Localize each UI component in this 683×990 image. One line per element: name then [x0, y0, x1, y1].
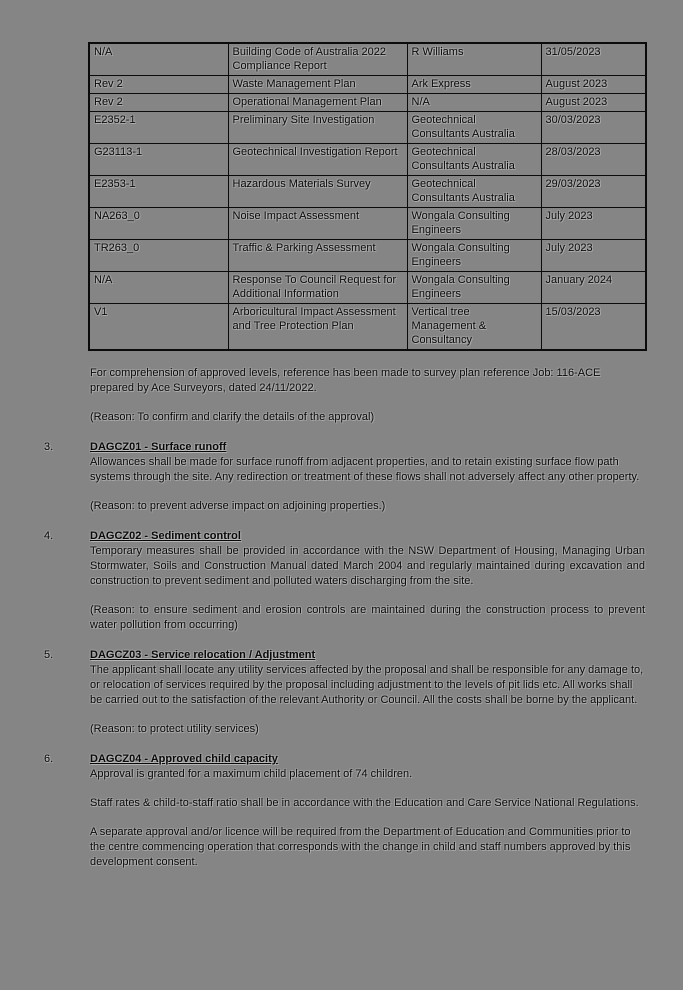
cell-date: August 2023 — [540, 75, 647, 94]
table-row: V1 Arboricultural Impact Assessment and … — [88, 303, 647, 351]
cell-date: January 2024 — [540, 271, 647, 304]
table-row: TR263_0 Traffic & Parking Assessment Won… — [88, 239, 647, 272]
cell-author: N/A — [406, 93, 542, 112]
condition-heading: DAGCZ01 - Surface runoff — [90, 441, 227, 453]
survey-reason-paragraph: (Reason: To confirm and clarify the deta… — [90, 411, 375, 423]
cell-title: Geotechnical Investigation Report — [227, 143, 408, 176]
condition-number: 4. — [44, 530, 54, 542]
cell-author: Geotechnical Consultants Australia — [406, 143, 542, 176]
cell-reference: TR263_0 — [88, 239, 229, 272]
table-row: E2352-1 Preliminary Site Investigation G… — [88, 111, 647, 144]
condition-reason: (Reason: to protect utility services) — [90, 723, 259, 735]
condition-reason: (Reason: to prevent adverse impact on ad… — [90, 500, 386, 512]
condition-body: Allowances shall be made for surface run… — [90, 456, 640, 483]
condition-number: 3. — [44, 441, 54, 453]
condition-number: 6. — [44, 753, 54, 765]
cell-reference: N/A — [88, 42, 229, 76]
condition-5: 5. DAGCZ03 - Service relocation / Adjust… — [44, 648, 645, 737]
cell-title: Building Code of Australia 2022 Complian… — [227, 42, 408, 76]
condition-body: A separate approval and/or licence will … — [90, 826, 631, 868]
condition-body: Approval is granted for a maximum child … — [90, 768, 413, 780]
table-row: G23113-1 Geotechnical Investigation Repo… — [88, 143, 647, 176]
table-row: N/A Response To Council Request for Addi… — [88, 271, 647, 304]
cell-date: 28/03/2023 — [540, 143, 647, 176]
table-row: Rev 2 Operational Management Plan N/A Au… — [88, 93, 647, 112]
condition-heading: DAGCZ02 - Sediment control — [90, 530, 241, 542]
table-row: E2353-1 Hazardous Materials Survey Geote… — [88, 175, 647, 208]
cell-title: Noise Impact Assessment — [227, 207, 408, 240]
cell-reference: V1 — [88, 303, 229, 351]
cell-reference: Rev 2 — [88, 93, 229, 112]
condition-number: 5. — [44, 649, 54, 661]
table-row: Rev 2 Waste Management Plan Ark Express … — [88, 75, 647, 94]
survey-note-paragraph: For comprehension of approved levels, re… — [90, 367, 601, 394]
cell-reference: E2352-1 — [88, 111, 229, 144]
cell-title: Traffic & Parking Assessment — [227, 239, 408, 272]
cell-author: Ark Express — [406, 75, 542, 94]
cell-author: R Williams — [406, 42, 542, 76]
referenced-documents-table: N/A Building Code of Australia 2022 Comp… — [88, 42, 647, 351]
condition-body: The applicant shall locate any utility s… — [90, 664, 644, 706]
cell-author: Wongala Consulting Engineers — [406, 239, 542, 272]
cell-date: 15/03/2023 — [540, 303, 647, 351]
cell-reference: N/A — [88, 271, 229, 304]
cell-title: Arboricultural Impact Assessment and Tre… — [227, 303, 408, 351]
cell-title: Response To Council Request for Addition… — [227, 271, 408, 304]
condition-heading: DAGCZ04 - Approved child capacity — [90, 753, 278, 765]
cell-date: August 2023 — [540, 93, 647, 112]
cell-date: 29/03/2023 — [540, 175, 647, 208]
condition-body: Staff rates & child-to-staff ratio shall… — [90, 797, 639, 809]
cell-author: Geotechnical Consultants Australia — [406, 111, 542, 144]
cell-reference: E2353-1 — [88, 175, 229, 208]
cell-title: Operational Management Plan — [227, 93, 408, 112]
cell-reference: G23113-1 — [88, 143, 229, 176]
condition-body: Temporary measures shall be provided in … — [90, 545, 645, 587]
cell-reference: NA263_0 — [88, 207, 229, 240]
table-row: N/A Building Code of Australia 2022 Comp… — [88, 42, 647, 76]
cell-date: July 2023 — [540, 207, 647, 240]
cell-author: Geotechnical Consultants Australia — [406, 175, 542, 208]
document-body: For comprehension of approved levels, re… — [44, 366, 645, 870]
cell-date: July 2023 — [540, 239, 647, 272]
cell-date: 31/05/2023 — [540, 42, 647, 76]
cell-title: Preliminary Site Investigation — [227, 111, 408, 144]
condition-3: 3. DAGCZ01 - Surface runoff Allowances s… — [44, 440, 645, 514]
condition-reason: (Reason: to ensure sediment and erosion … — [90, 604, 645, 631]
cell-reference: Rev 2 — [88, 75, 229, 94]
cell-date: 30/03/2023 — [540, 111, 647, 144]
condition-6: 6. DAGCZ04 - Approved child capacity App… — [44, 752, 645, 870]
cell-author: Wongala Consulting Engineers — [406, 271, 542, 304]
cell-author: Vertical tree Management & Consultancy — [406, 303, 542, 351]
cell-author: Wongala Consulting Engineers — [406, 207, 542, 240]
cell-title: Hazardous Materials Survey — [227, 175, 408, 208]
condition-heading: DAGCZ03 - Service relocation / Adjustmen… — [90, 649, 316, 661]
cell-title: Waste Management Plan — [227, 75, 408, 94]
table-row: NA263_0 Noise Impact Assessment Wongala … — [88, 207, 647, 240]
condition-4: 4. DAGCZ02 - Sediment control Temporary … — [44, 529, 645, 633]
